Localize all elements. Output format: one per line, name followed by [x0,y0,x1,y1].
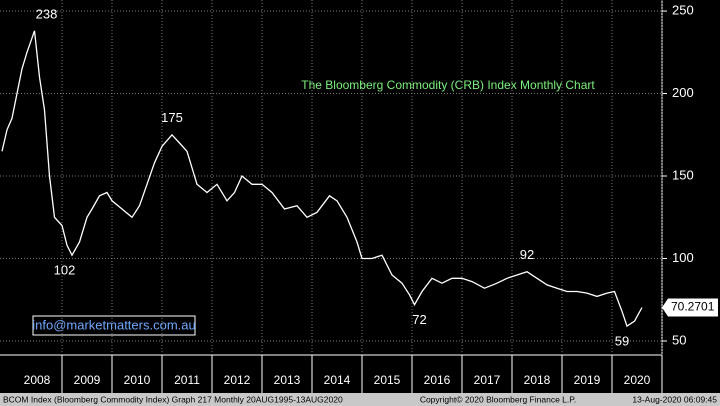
x-tick-label: 2009 [74,373,101,387]
footer-left: BCOM Index (Bloomberg Commodity Index) G… [3,394,343,404]
annotation: 238 [36,6,58,21]
y-tick-label: 200 [672,85,694,100]
x-tick-label: 2016 [424,373,451,387]
x-tick-label: 2008 [24,373,51,387]
x-tick-label: 2015 [374,373,401,387]
x-tick-label: 2012 [224,373,251,387]
y-tick-label: 100 [672,250,694,265]
last-price-tag [662,298,718,317]
x-tick-label: 2013 [274,373,301,387]
footer-bar [0,393,720,406]
footer-center: Copyright© 2020 Bloomberg Finance L.P. [420,394,576,404]
y-tick-label: 150 [672,167,694,182]
chart-title: The Bloomberg Commodity (CRB) Index Mont… [301,78,595,92]
x-tick-label: 2019 [574,373,601,387]
x-tick-label: 2018 [524,373,551,387]
annotation: 59 [615,334,629,349]
x-tick-label: 2011 [174,373,200,387]
annotation: 72 [412,312,426,327]
x-tick-label: 2017 [474,373,501,387]
x-tick-label: 2014 [324,373,351,387]
last-price-label: 70.2701 [671,300,715,314]
footer-right: 13-Aug-2020 06:09:45 [632,394,717,404]
x-tick-label: 2010 [124,373,151,387]
watermark-box [32,315,196,336]
y-tick-label: 250 [672,2,694,17]
annotation: 175 [161,110,183,125]
watermark: info@marketmatters.com.au [32,317,195,332]
annotation: 102 [54,263,76,278]
price-line [1,30,643,328]
annotation: 92 [520,247,534,262]
x-tick-label: 2020 [624,373,651,387]
y-tick-label: 50 [672,332,686,347]
